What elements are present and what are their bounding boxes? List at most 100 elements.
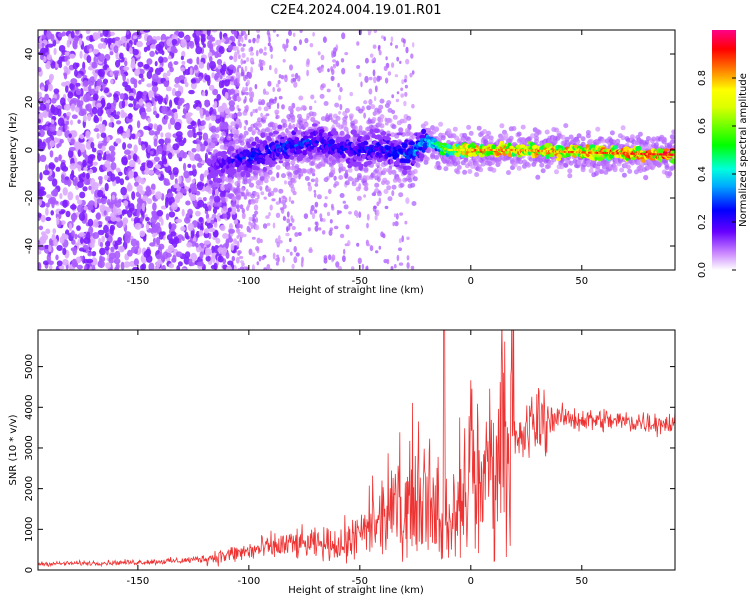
heatmap-cell — [38, 132, 41, 137]
heatmap-cell — [242, 193, 245, 197]
heatmap-cell — [392, 114, 398, 120]
heatmap-cell — [486, 130, 492, 136]
heatmap-cell — [117, 127, 124, 134]
heatmap-cell — [267, 192, 272, 197]
heatmap-cell — [61, 166, 69, 172]
heatmap-cell — [124, 149, 131, 155]
heatmap-cell — [246, 191, 252, 197]
heatmap-cell — [345, 224, 350, 230]
heatmap-cell — [314, 183, 319, 187]
heatmap-cell — [376, 201, 380, 207]
heatmap-cell — [184, 231, 189, 239]
heatmap-cell — [176, 191, 184, 199]
heatmap-cell — [423, 121, 429, 127]
heatmap-cell — [239, 266, 244, 270]
heatmap-cell — [167, 244, 175, 252]
heatmap-cell — [402, 38, 406, 44]
heatmap-cell — [76, 264, 83, 270]
heatmap-cell — [366, 213, 370, 221]
heatmap-cell — [235, 118, 240, 126]
heatmap-cell — [396, 254, 400, 262]
heatmap-cell — [248, 216, 253, 221]
heatmap-cell — [247, 143, 253, 149]
heatmap-cell — [366, 222, 369, 229]
heatmap-cell — [174, 76, 180, 84]
heatmap-cell — [181, 267, 187, 270]
heatmap-cell — [279, 207, 284, 211]
heatmap-cell — [72, 130, 77, 138]
heatmap-cell — [247, 203, 251, 208]
heatmap-cell — [356, 152, 361, 157]
heatmap-cell — [291, 218, 295, 223]
heatmap-cell — [189, 40, 195, 49]
heatmap-cell — [338, 163, 344, 168]
heatmap-cell — [231, 195, 237, 201]
heatmap-cell — [250, 66, 254, 74]
heatmap-cell — [148, 262, 155, 270]
heatmap-cell — [476, 125, 482, 131]
heatmap-cell — [187, 222, 195, 232]
heatmap-cell — [361, 263, 365, 270]
heatmap-cell — [119, 93, 125, 100]
heatmap-cell — [110, 215, 117, 222]
heatmap-cell — [391, 124, 397, 130]
heatmap-cell — [128, 170, 135, 179]
heatmap-cell — [405, 165, 412, 170]
heatmap-cell — [142, 90, 148, 96]
heatmap-cell — [366, 243, 371, 247]
heatmap-cell — [39, 154, 47, 163]
heatmap-cell — [78, 232, 86, 237]
heatmap-cell — [252, 218, 256, 224]
heatmap-cell — [222, 233, 229, 239]
heatmap-cell — [39, 172, 43, 181]
heatmap-cell — [294, 164, 300, 169]
heatmap-cell — [178, 31, 185, 38]
heatmap-cell — [260, 132, 266, 139]
heatmap-cell — [499, 123, 505, 129]
heatmap-cell — [165, 199, 169, 209]
heatmap-cell — [166, 142, 172, 151]
heatmap-cell — [140, 111, 147, 120]
heatmap-cell — [131, 133, 136, 140]
heatmap-cell — [80, 237, 84, 244]
heatmap-cell — [248, 39, 252, 44]
heatmap-cell — [249, 57, 255, 64]
heatmap-cell — [85, 30, 91, 35]
heatmap-cell — [134, 104, 142, 109]
heatmap-cell — [193, 199, 198, 208]
heatmap-cell — [173, 83, 181, 88]
heatmap-cell — [184, 251, 191, 259]
heatmap-cell — [121, 156, 128, 166]
heatmap-cell — [234, 129, 240, 135]
heatmap-cell — [372, 44, 377, 49]
heatmap-cell — [185, 213, 190, 221]
heatmap-cell — [52, 228, 57, 235]
heatmap-cell — [372, 69, 376, 77]
heatmap-cell — [122, 73, 126, 82]
heatmap-cell — [154, 267, 159, 270]
heatmap-cell — [368, 76, 373, 81]
heatmap-cell — [200, 33, 206, 39]
heatmap-cell — [320, 54, 325, 61]
heatmap-cell — [296, 78, 300, 82]
heatmap-cell — [101, 235, 105, 243]
heatmap-cell — [323, 202, 328, 208]
heatmap-cell — [256, 237, 261, 244]
heatmap-cell — [139, 165, 146, 172]
heatmap-cell — [255, 166, 260, 171]
heatmap-cell — [612, 164, 618, 170]
heatmap-cell — [271, 198, 276, 202]
heatmap-cell — [252, 37, 256, 44]
heatmap-cell — [434, 126, 440, 132]
heatmap-cell — [518, 159, 523, 165]
heatmap-cell — [278, 188, 284, 194]
heatmap-cell — [387, 196, 393, 202]
heatmap-cell — [277, 87, 281, 92]
heatmap-cell — [270, 54, 273, 59]
heatmap-cell — [256, 30, 261, 34]
heatmap-cell — [95, 85, 102, 90]
heatmap-cell — [54, 156, 59, 163]
heatmap-cell — [130, 238, 138, 247]
heatmap-cell — [53, 238, 58, 247]
heatmap-cell — [363, 186, 369, 192]
